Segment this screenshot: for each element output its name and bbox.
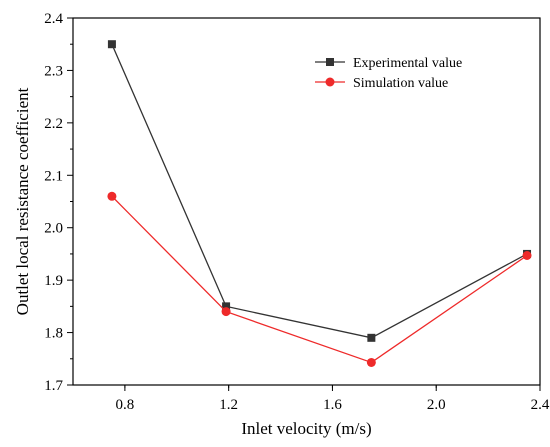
data-point-simulation bbox=[221, 307, 231, 317]
legend-label-2: Simulation value bbox=[353, 76, 448, 91]
y-tick-label: 1.8 bbox=[44, 326, 63, 342]
y-tick-label: 2.1 bbox=[44, 168, 63, 184]
data-point-experimental bbox=[367, 333, 376, 342]
y-tick-label: 2.0 bbox=[44, 221, 63, 237]
x-tick-label: 0.8 bbox=[116, 397, 135, 413]
y-tick-label: 2.4 bbox=[44, 11, 63, 27]
x-tick-label: 1.2 bbox=[219, 397, 238, 413]
legend-label-1: Experimental value bbox=[353, 56, 462, 71]
x-axis: 0.8 1.2 1.6 2.0 2.4 bbox=[116, 385, 550, 413]
y-tick-label: 1.7 bbox=[44, 378, 63, 394]
data-point-experimental bbox=[107, 40, 116, 49]
x-axis-title: Inlet velocity (m/s) bbox=[241, 419, 371, 438]
data-point-simulation bbox=[366, 357, 376, 367]
series-line-2 bbox=[111, 195, 528, 364]
x-tick-label: 2.4 bbox=[531, 397, 550, 413]
series-line-1 bbox=[111, 43, 528, 339]
x-tick-label: 2.0 bbox=[427, 397, 446, 413]
y-axis-title: Outlet local resistance coefficient bbox=[13, 87, 32, 315]
plot-frame bbox=[72, 17, 541, 386]
y-tick-label: 2.2 bbox=[44, 116, 63, 132]
legend: Experimental value Simulation value bbox=[315, 56, 462, 91]
data-point-simulation bbox=[522, 251, 532, 261]
x-tick-label: 1.6 bbox=[323, 397, 342, 413]
legend-marker-circle bbox=[325, 77, 335, 87]
y-tick-label: 1.9 bbox=[44, 273, 63, 289]
legend-marker-square bbox=[326, 58, 334, 66]
plot-area bbox=[107, 40, 532, 367]
data-point-experimental bbox=[222, 302, 231, 311]
y-tick-label: 2.3 bbox=[44, 63, 63, 79]
y-axis: 1.7 1.8 1.9 2.0 2.1 2.2 2.3 2.4 bbox=[44, 11, 73, 394]
data-point-simulation bbox=[107, 191, 117, 201]
